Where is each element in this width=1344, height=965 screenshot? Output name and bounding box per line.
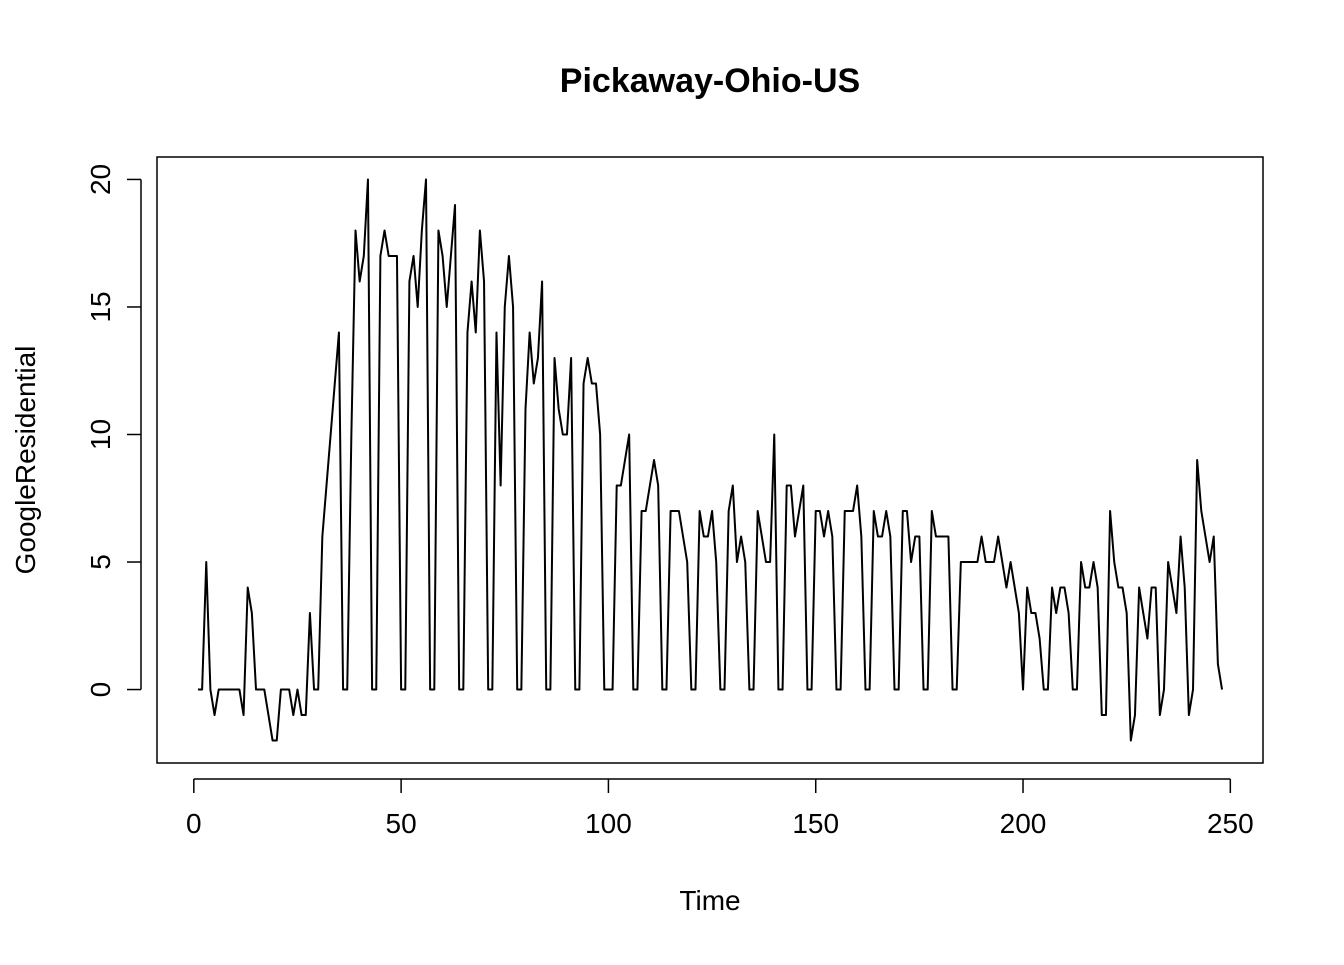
x-tick-label: 150: [792, 808, 839, 839]
y-tick-label: 0: [85, 682, 116, 698]
x-tick-label: 50: [386, 808, 417, 839]
y-tick-label: 20: [85, 164, 116, 195]
x-tick-label: 0: [186, 808, 202, 839]
x-axis-label: Time: [679, 885, 740, 916]
y-tick-label: 5: [85, 554, 116, 570]
x-tick-label: 100: [585, 808, 632, 839]
chart-title: Pickaway-Ohio-US: [560, 62, 860, 100]
x-tick-label: 200: [1000, 808, 1047, 839]
plot-frame: [156, 156, 1264, 764]
y-axis-label: GoogleResidential: [10, 346, 41, 575]
y-tick-label: 10: [85, 419, 116, 450]
y-tick-label: 15: [85, 291, 116, 322]
data-line: [197, 178, 1224, 742]
x-tick-label: 250: [1207, 808, 1254, 839]
